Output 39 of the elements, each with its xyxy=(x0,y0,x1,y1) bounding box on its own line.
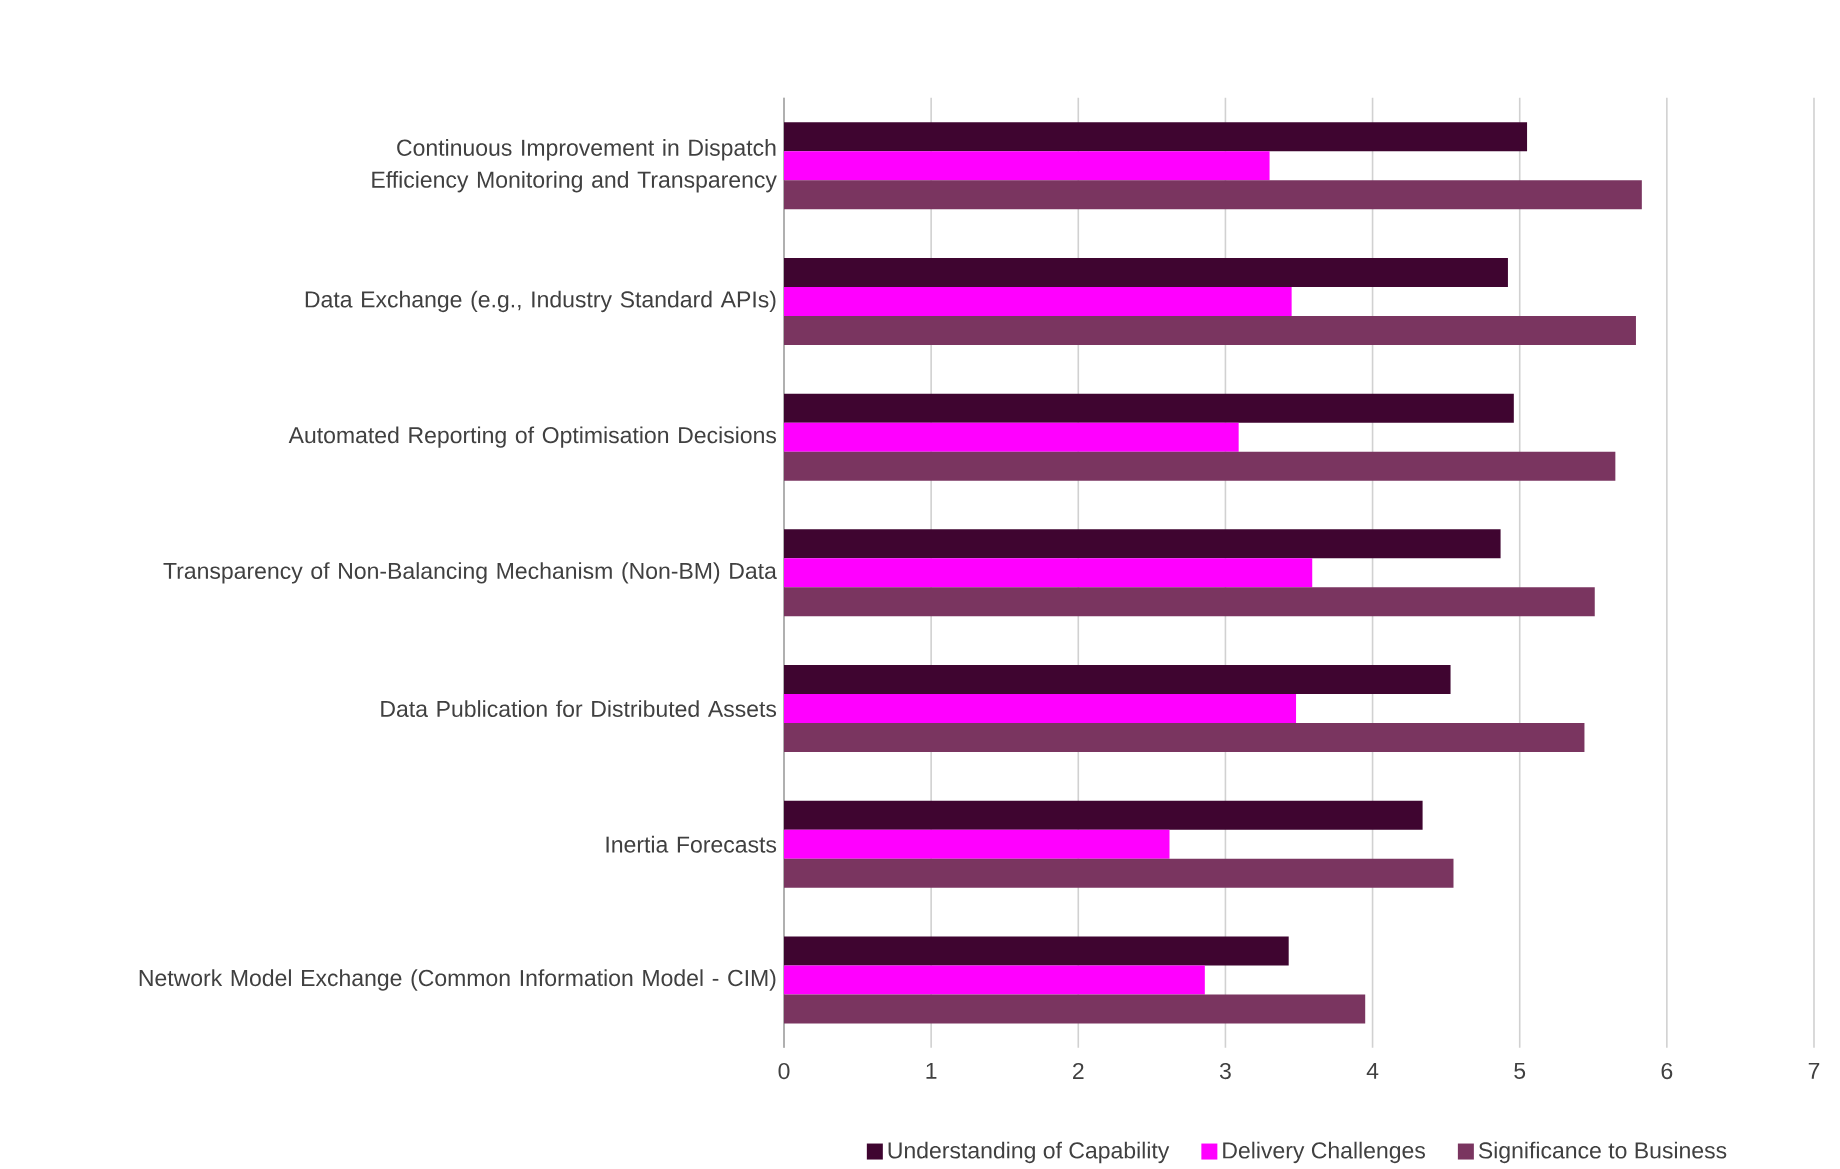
bar xyxy=(784,800,1423,830)
bar xyxy=(784,587,1595,617)
bar xyxy=(784,257,1508,287)
bar xyxy=(784,393,1514,423)
bar xyxy=(784,151,1270,181)
legend-label: Significance to Business xyxy=(1478,1141,1727,1163)
x-tick-label: 7 xyxy=(1808,1062,1820,1079)
bar xyxy=(784,558,1313,588)
y-tick-label: Inertia Forecasts xyxy=(606,835,777,853)
bar xyxy=(784,422,1239,452)
bar xyxy=(784,858,1454,888)
bar xyxy=(784,315,1636,345)
y-tick-label: Data Exchange (e.g., Industry Standard APIs) xyxy=(305,290,776,312)
y-tick-label: Continuous Improvement in Dispatch Efficiency Monitoring and Transparency xyxy=(372,138,777,193)
x-tick-label: 5 xyxy=(1514,1062,1526,1079)
bar xyxy=(784,451,1616,481)
bar xyxy=(784,664,1451,694)
bar xyxy=(784,529,1501,559)
bar xyxy=(784,722,1585,752)
legend-label: Understanding of Capability xyxy=(888,1141,1170,1163)
bar xyxy=(784,122,1528,152)
x-tick-label: 0 xyxy=(778,1062,790,1080)
x-tick-label: 1 xyxy=(926,1062,937,1079)
bar xyxy=(784,693,1297,723)
x-tick-label: 2 xyxy=(1073,1062,1084,1079)
legend-label: Delivery Challenges xyxy=(1223,1141,1425,1163)
bar xyxy=(784,180,1642,210)
bar xyxy=(784,829,1170,859)
bar xyxy=(784,965,1205,995)
y-tick-label: Network Model Exchange (Common Information Model - CIM) xyxy=(139,969,776,991)
bar xyxy=(784,994,1366,1024)
y-tick-label: Data Publication for Distributed Assets xyxy=(381,699,777,717)
x-tick-label: 3 xyxy=(1219,1062,1231,1080)
x-tick-label: 4 xyxy=(1366,1062,1379,1079)
y-tick-label: Transparency of Non-Balancing Mechanism (Non-BM) Data xyxy=(163,561,777,584)
x-tick-label: 6 xyxy=(1661,1062,1673,1080)
y-tick-label: Automated Reporting of Optimisation Decisions xyxy=(288,426,777,448)
bar xyxy=(784,936,1289,966)
bar xyxy=(784,286,1292,316)
